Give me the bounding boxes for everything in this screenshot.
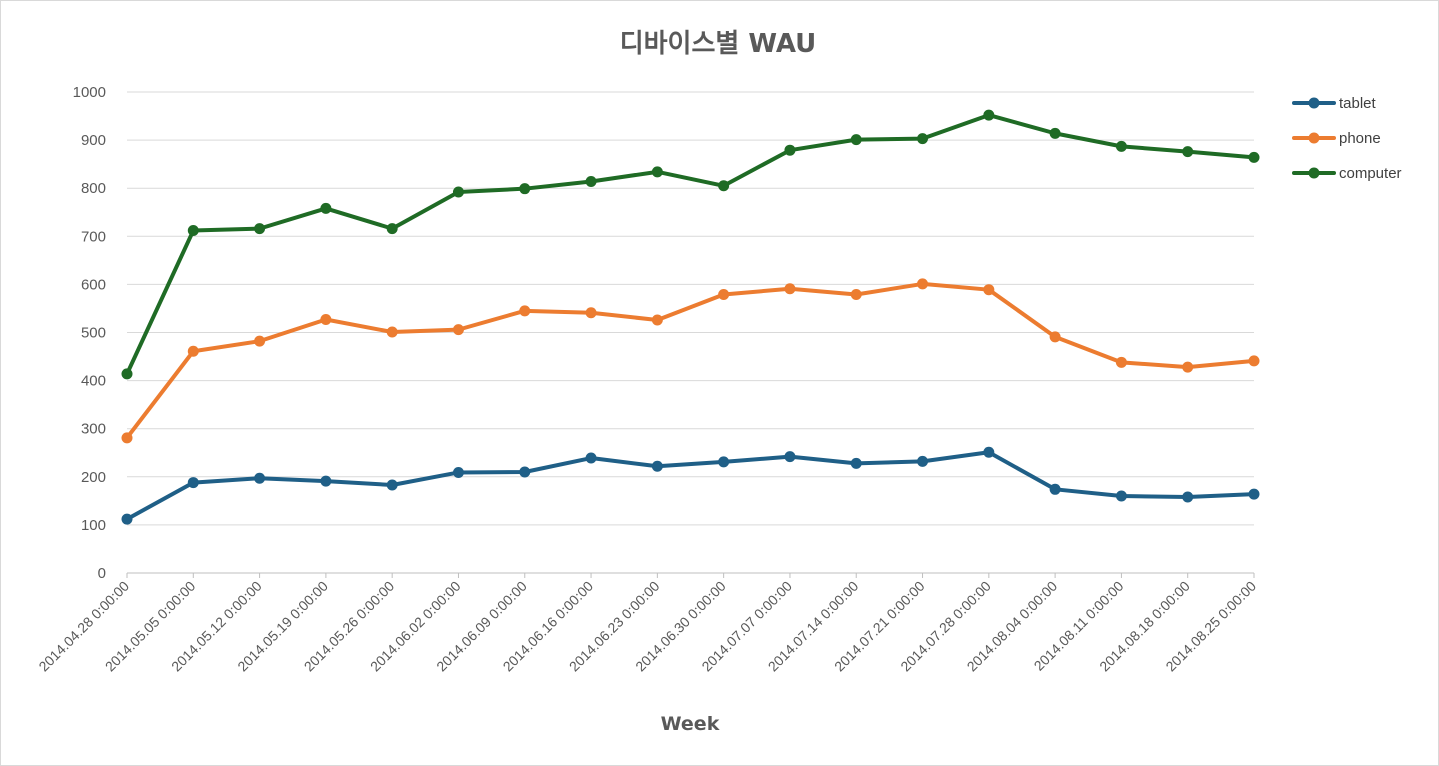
- data-point-tablet: [320, 475, 332, 487]
- data-point-tablet: [121, 513, 133, 525]
- gridlines: [127, 91, 1254, 574]
- series-computer: [121, 109, 1260, 380]
- data-point-tablet: [718, 456, 730, 468]
- data-point-phone: [121, 432, 133, 444]
- data-point-computer: [187, 225, 199, 237]
- y-tick-label: 0: [98, 565, 106, 582]
- data-point-phone: [917, 278, 929, 290]
- data-point-phone: [983, 284, 995, 296]
- data-point-tablet: [983, 446, 995, 458]
- data-point-tablet: [917, 455, 929, 467]
- data-point-tablet: [1115, 490, 1127, 502]
- data-point-phone: [187, 345, 199, 357]
- data-point-tablet: [254, 472, 266, 484]
- series-group: [121, 109, 1260, 525]
- y-tick-label: 800: [81, 180, 106, 197]
- data-point-phone: [1115, 356, 1127, 368]
- data-point-tablet: [784, 451, 796, 463]
- data-point-computer: [917, 133, 929, 145]
- data-point-computer: [320, 202, 332, 214]
- data-point-computer: [1049, 127, 1061, 139]
- data-point-tablet: [1049, 483, 1061, 495]
- legend-swatch-marker: [1308, 167, 1320, 179]
- y-tick-label: 100: [81, 517, 106, 534]
- data-point-computer: [983, 109, 995, 121]
- data-point-tablet: [651, 460, 663, 472]
- data-point-computer: [254, 223, 266, 235]
- series-line-computer: [125, 113, 1256, 376]
- y-tick-label: 200: [81, 469, 106, 486]
- data-point-phone: [519, 305, 531, 317]
- data-point-phone: [452, 324, 464, 336]
- data-point-phone: [1182, 361, 1194, 373]
- data-point-tablet: [519, 466, 531, 478]
- data-point-tablet: [850, 457, 862, 469]
- y-tick-label: 400: [81, 373, 106, 390]
- legend-item-computer: computer: [1292, 165, 1402, 182]
- data-point-phone: [320, 314, 332, 326]
- series-tablet: [121, 446, 1260, 525]
- data-point-tablet: [386, 479, 398, 491]
- y-tick-label: 500: [81, 325, 106, 342]
- data-point-computer: [651, 166, 663, 178]
- data-point-tablet: [585, 452, 597, 464]
- data-point-tablet: [1182, 491, 1194, 503]
- data-point-tablet: [1248, 488, 1260, 500]
- data-point-phone: [718, 289, 730, 301]
- data-point-phone: [585, 307, 597, 319]
- data-point-phone: [1248, 355, 1260, 367]
- legend-item-phone: phone: [1292, 130, 1381, 147]
- legend: tablet phone computer: [1292, 95, 1402, 182]
- data-point-phone: [1049, 331, 1061, 343]
- series-line-tablet: [125, 450, 1256, 522]
- series-phone: [121, 278, 1260, 444]
- data-point-tablet: [187, 477, 199, 489]
- y-tick-label: 700: [81, 228, 106, 245]
- data-point-phone: [254, 335, 266, 347]
- data-point-computer: [1248, 151, 1260, 163]
- legend-item-tablet: tablet: [1292, 95, 1377, 112]
- y-tick-label: 900: [81, 132, 106, 149]
- data-point-tablet: [452, 466, 464, 478]
- data-point-computer: [1115, 140, 1127, 152]
- data-point-computer: [850, 134, 862, 146]
- series-line-phone: [125, 281, 1256, 440]
- data-point-computer: [121, 368, 133, 380]
- data-point-computer: [585, 175, 597, 187]
- y-tick-label: 1000: [73, 84, 106, 101]
- legend-swatch-marker: [1308, 97, 1320, 109]
- data-point-computer: [1182, 146, 1194, 158]
- legend-swatch-marker: [1308, 132, 1320, 144]
- legend-label: tablet: [1339, 95, 1377, 112]
- y-tick-label: 600: [81, 276, 106, 293]
- data-point-computer: [519, 183, 531, 195]
- x-axis-title: Week: [661, 713, 720, 735]
- data-point-computer: [386, 223, 398, 235]
- data-point-computer: [452, 186, 464, 198]
- legend-label: computer: [1339, 165, 1402, 182]
- data-point-phone: [850, 289, 862, 301]
- y-tick-label: 300: [81, 421, 106, 438]
- y-axis-ticks: 0 100 200 300 400 500 600 700 800 900 1000: [73, 84, 106, 582]
- data-point-phone: [651, 314, 663, 326]
- data-point-phone: [784, 283, 796, 295]
- data-point-phone: [386, 326, 398, 338]
- legend-label: phone: [1339, 130, 1381, 147]
- data-point-computer: [784, 144, 796, 156]
- chart-title: 디바이스별 WAU: [620, 29, 817, 59]
- data-point-computer: [718, 180, 730, 192]
